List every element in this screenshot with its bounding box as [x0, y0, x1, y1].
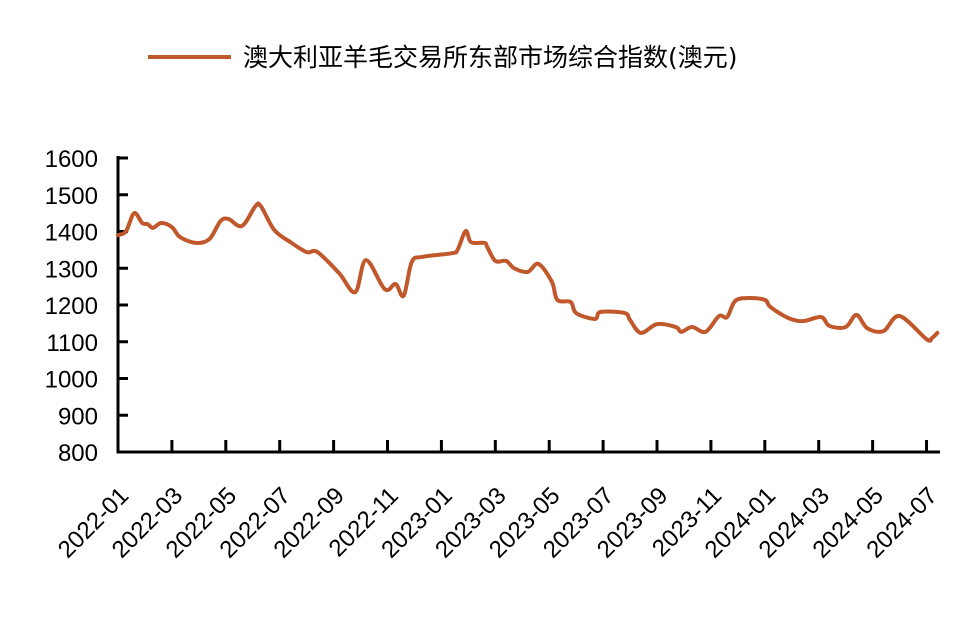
y-tick-label: 1200 — [45, 293, 98, 320]
y-tick-label: 1100 — [46, 330, 98, 357]
y-tick-label: 800 — [58, 440, 98, 467]
legend: 澳大利亚羊毛交易所东部市场综合指数(澳元) — [148, 43, 738, 72]
y-tick-label: 1400 — [45, 220, 98, 247]
x-axis-ticks: 2022-012022-032022-052022-072022-092022-… — [53, 440, 943, 564]
y-tick-label: 900 — [58, 403, 98, 430]
y-tick-label: 1000 — [45, 367, 98, 394]
series-line-wool-index — [116, 201, 940, 343]
y-tick-label: 1500 — [45, 183, 98, 210]
y-tick-label: 1300 — [45, 256, 98, 283]
legend-label: 澳大利亚羊毛交易所东部市场综合指数(澳元) — [243, 43, 738, 72]
axes — [116, 156, 940, 454]
series-layer — [116, 201, 940, 343]
y-tick-label: 1600 — [45, 146, 98, 173]
y-axis-ticks: 800 900 1000 1100 1200 1300 1400 1500 1600 — [45, 146, 128, 467]
